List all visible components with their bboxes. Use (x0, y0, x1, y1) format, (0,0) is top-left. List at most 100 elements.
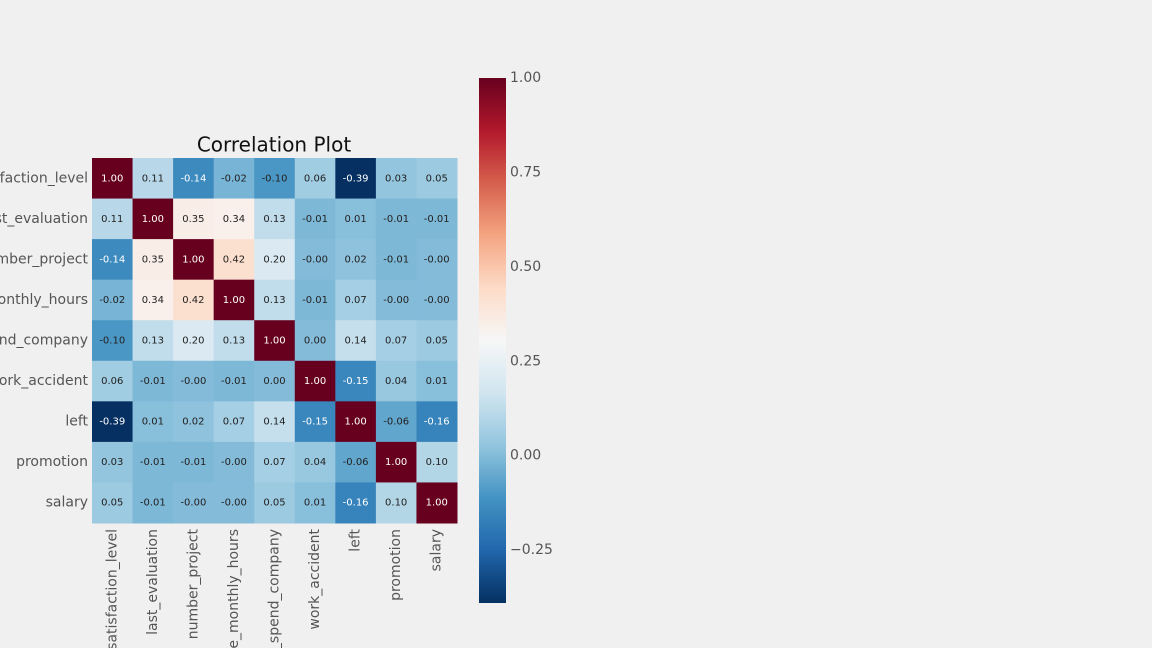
heatmap-cell (213, 441, 255, 483)
y-tick-label: promotion (16, 454, 88, 470)
y-tick-label: last_evaluation (0, 211, 88, 227)
heatmap-cell (416, 482, 458, 524)
cell-label: 0.14 (263, 417, 285, 428)
y-tick-label: average_monthly_hours (0, 292, 88, 308)
y-tick-label: left (65, 414, 88, 430)
heatmap-cell (213, 401, 255, 443)
heatmap-cell (132, 401, 174, 443)
heatmap-cell (294, 279, 336, 321)
cell-label: -0.01 (180, 457, 206, 468)
heatmap-cell (92, 441, 134, 483)
heatmap-cell (294, 239, 336, 281)
x-tick-label: last_evaluation (145, 529, 161, 635)
cell-label: -0.16 (424, 417, 450, 428)
heatmap-cell (375, 320, 417, 362)
heatmap-cell (254, 401, 296, 443)
heatmap-cell (375, 279, 417, 321)
cell-label: 1.00 (426, 498, 448, 509)
cell-label: -0.00 (424, 254, 450, 265)
colorbar-tick-label: 0.75 (510, 164, 541, 180)
cell-label: 1.00 (344, 417, 366, 428)
cell-label: -0.02 (221, 173, 247, 184)
cell-label: 0.05 (426, 336, 448, 347)
cell-label: -0.01 (302, 295, 328, 306)
y-tick-label: time_spend_company (0, 333, 88, 349)
heatmap-cell (173, 482, 215, 524)
heatmap-cell (335, 158, 377, 200)
heatmap-cell (375, 401, 417, 443)
cell-label: -0.01 (140, 498, 166, 509)
cell-label: -0.39 (99, 417, 125, 428)
heatmap-cell (173, 239, 215, 281)
heatmap-cell (294, 482, 336, 524)
colorbar-tick-label: 0.25 (510, 353, 541, 369)
colorbar-tick-label: 0.00 (510, 448, 541, 464)
heatmap-cell (335, 239, 377, 281)
cell-label: 1.00 (223, 295, 245, 306)
cell-label: 0.07 (263, 457, 285, 468)
heatmap-cell (335, 401, 377, 443)
heatmap-cell (375, 239, 417, 281)
heatmap-cell (92, 239, 134, 281)
cell-label: -0.00 (221, 498, 247, 509)
cell-label: 1.00 (101, 173, 123, 184)
heatmap-cell (173, 158, 215, 200)
x-tick-label: average_monthly_hours (226, 529, 242, 648)
cell-label: 0.03 (385, 173, 407, 184)
cell-label: -0.01 (424, 214, 450, 225)
cell-label: 0.13 (223, 336, 245, 347)
heatmap-cell (173, 441, 215, 483)
heatmap-cell (375, 158, 417, 200)
y-tick-label: work_accident (0, 373, 89, 389)
heatmap-cell (335, 441, 377, 483)
cell-label: 0.04 (385, 376, 407, 387)
heatmap-cell (213, 360, 255, 402)
heatmap-cell (335, 279, 377, 321)
cell-label: -0.00 (424, 295, 450, 306)
cell-label: 0.02 (182, 417, 204, 428)
heatmap-cell (92, 360, 134, 402)
heatmap-cell (416, 441, 458, 483)
cell-label: -0.01 (302, 214, 328, 225)
x-tick-label: number_project (185, 528, 201, 639)
cell-label: 1.00 (263, 336, 285, 347)
heatmap-cell (132, 482, 174, 524)
heatmap-cell (254, 360, 296, 402)
cell-label: -0.14 (180, 173, 206, 184)
x-tick-label: work_accident (307, 528, 323, 629)
heatmap-cell (132, 158, 174, 200)
heatmap-cell (416, 158, 458, 200)
x-tick-label: time_spend_company (267, 529, 283, 648)
cell-label: 0.07 (385, 336, 407, 347)
heatmap-cell (335, 198, 377, 240)
cell-label: 0.04 (304, 457, 326, 468)
cell-label: 1.00 (142, 214, 164, 225)
cell-label: 0.01 (142, 417, 164, 428)
cell-label: 0.14 (344, 336, 366, 347)
heatmap-cell (335, 482, 377, 524)
cell-label: 0.07 (223, 417, 245, 428)
heatmap-cell (294, 401, 336, 443)
heatmap-cell (416, 239, 458, 281)
heatmap-cell (132, 441, 174, 483)
cell-label: -0.15 (302, 417, 328, 428)
cell-label: -0.01 (383, 214, 409, 225)
cell-label: 0.42 (223, 254, 245, 265)
cell-label: 0.42 (182, 295, 204, 306)
cell-label: -0.01 (140, 457, 166, 468)
cell-label: 0.35 (182, 214, 204, 225)
cell-label: -0.14 (99, 254, 125, 265)
colorbar (479, 78, 506, 603)
heatmap-cell (294, 198, 336, 240)
heatmap-cell (213, 279, 255, 321)
cell-label: -0.02 (99, 295, 125, 306)
cell-label: -0.10 (262, 173, 288, 184)
heatmap-cell (254, 239, 296, 281)
heatmap-cell (416, 360, 458, 402)
cell-label: -0.39 (343, 173, 369, 184)
x-tick-label: salary (429, 529, 445, 571)
heatmap-cell (254, 482, 296, 524)
heatmap-cell (254, 320, 296, 362)
heatmap-cell (254, 279, 296, 321)
